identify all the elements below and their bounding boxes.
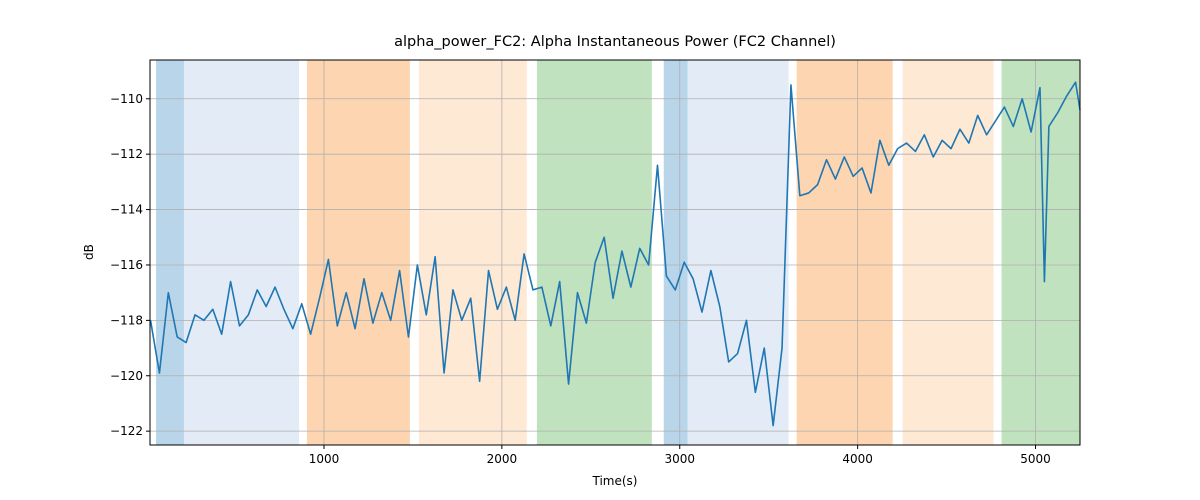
shaded-span — [902, 60, 994, 445]
x-tick-label: 5000 — [1020, 452, 1051, 466]
x-tick-label: 1000 — [309, 452, 340, 466]
shaded-span — [796, 60, 893, 445]
y-tick-label: −110 — [110, 92, 143, 106]
shaded-span — [663, 60, 688, 445]
y-tick-label: −112 — [110, 147, 143, 161]
y-tick-label: −120 — [110, 369, 143, 383]
y-tick-label: −114 — [110, 203, 143, 217]
x-tick-label: 3000 — [664, 452, 695, 466]
y-tick-label: −116 — [110, 258, 143, 272]
shaded-span — [183, 60, 300, 445]
data-line — [149, 81, 1081, 427]
shaded-span — [306, 60, 410, 445]
y-axis-label: dB — [82, 244, 96, 260]
shaded-span — [418, 60, 527, 445]
shaded-span — [687, 60, 789, 445]
x-axis-label: Time(s) — [592, 474, 638, 488]
chart-title: alpha_power_FC2: Alpha Instantaneous Pow… — [394, 34, 836, 50]
y-tick-label: −122 — [110, 424, 143, 438]
shaded-span — [156, 60, 184, 445]
x-tick-label: 4000 — [842, 452, 873, 466]
x-tick-label: 2000 — [487, 452, 518, 466]
shaded-span — [536, 60, 652, 445]
plot-frame — [149, 59, 1081, 446]
y-tick-label: −118 — [110, 313, 143, 327]
